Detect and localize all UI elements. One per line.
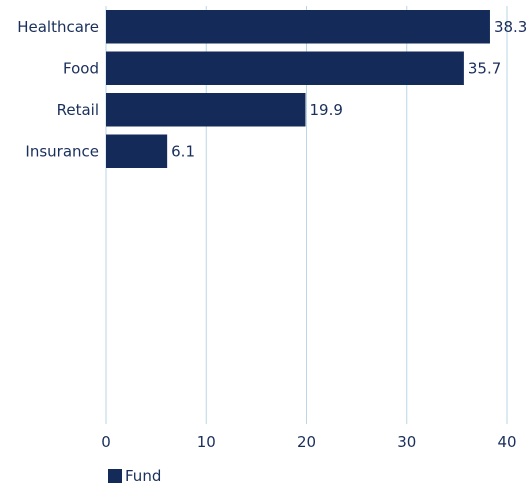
bar-insurance	[106, 134, 168, 168]
x-axis-ticks: 0 10 20 30 40	[101, 433, 516, 451]
legend: Fund	[108, 467, 161, 485]
x-tick-label-40: 40	[497, 433, 516, 451]
category-label-food: Food	[63, 59, 99, 77]
value-label-retail: 19.9	[309, 101, 342, 119]
legend-label-fund: Fund	[125, 467, 162, 485]
value-label-healthcare: 38.3	[494, 18, 527, 36]
bars	[106, 10, 490, 168]
value-label-insurance: 6.1	[171, 142, 195, 160]
x-tick-label-30: 30	[397, 433, 416, 451]
value-labels: 38.3 35.7 19.9 6.1	[171, 18, 527, 161]
bar-retail	[106, 93, 306, 127]
category-label-insurance: Insurance	[25, 142, 99, 160]
category-labels: Healthcare Food Retail Insurance	[17, 18, 99, 161]
value-label-food: 35.7	[468, 59, 501, 77]
category-label-retail: Retail	[57, 101, 99, 119]
x-tick-label-20: 20	[297, 433, 316, 451]
category-label-healthcare: Healthcare	[17, 18, 99, 36]
bar-food	[106, 51, 464, 85]
legend-swatch-fund	[108, 469, 122, 483]
bar-healthcare	[106, 10, 490, 44]
x-tick-label-0: 0	[101, 433, 111, 451]
x-tick-label-10: 10	[197, 433, 216, 451]
